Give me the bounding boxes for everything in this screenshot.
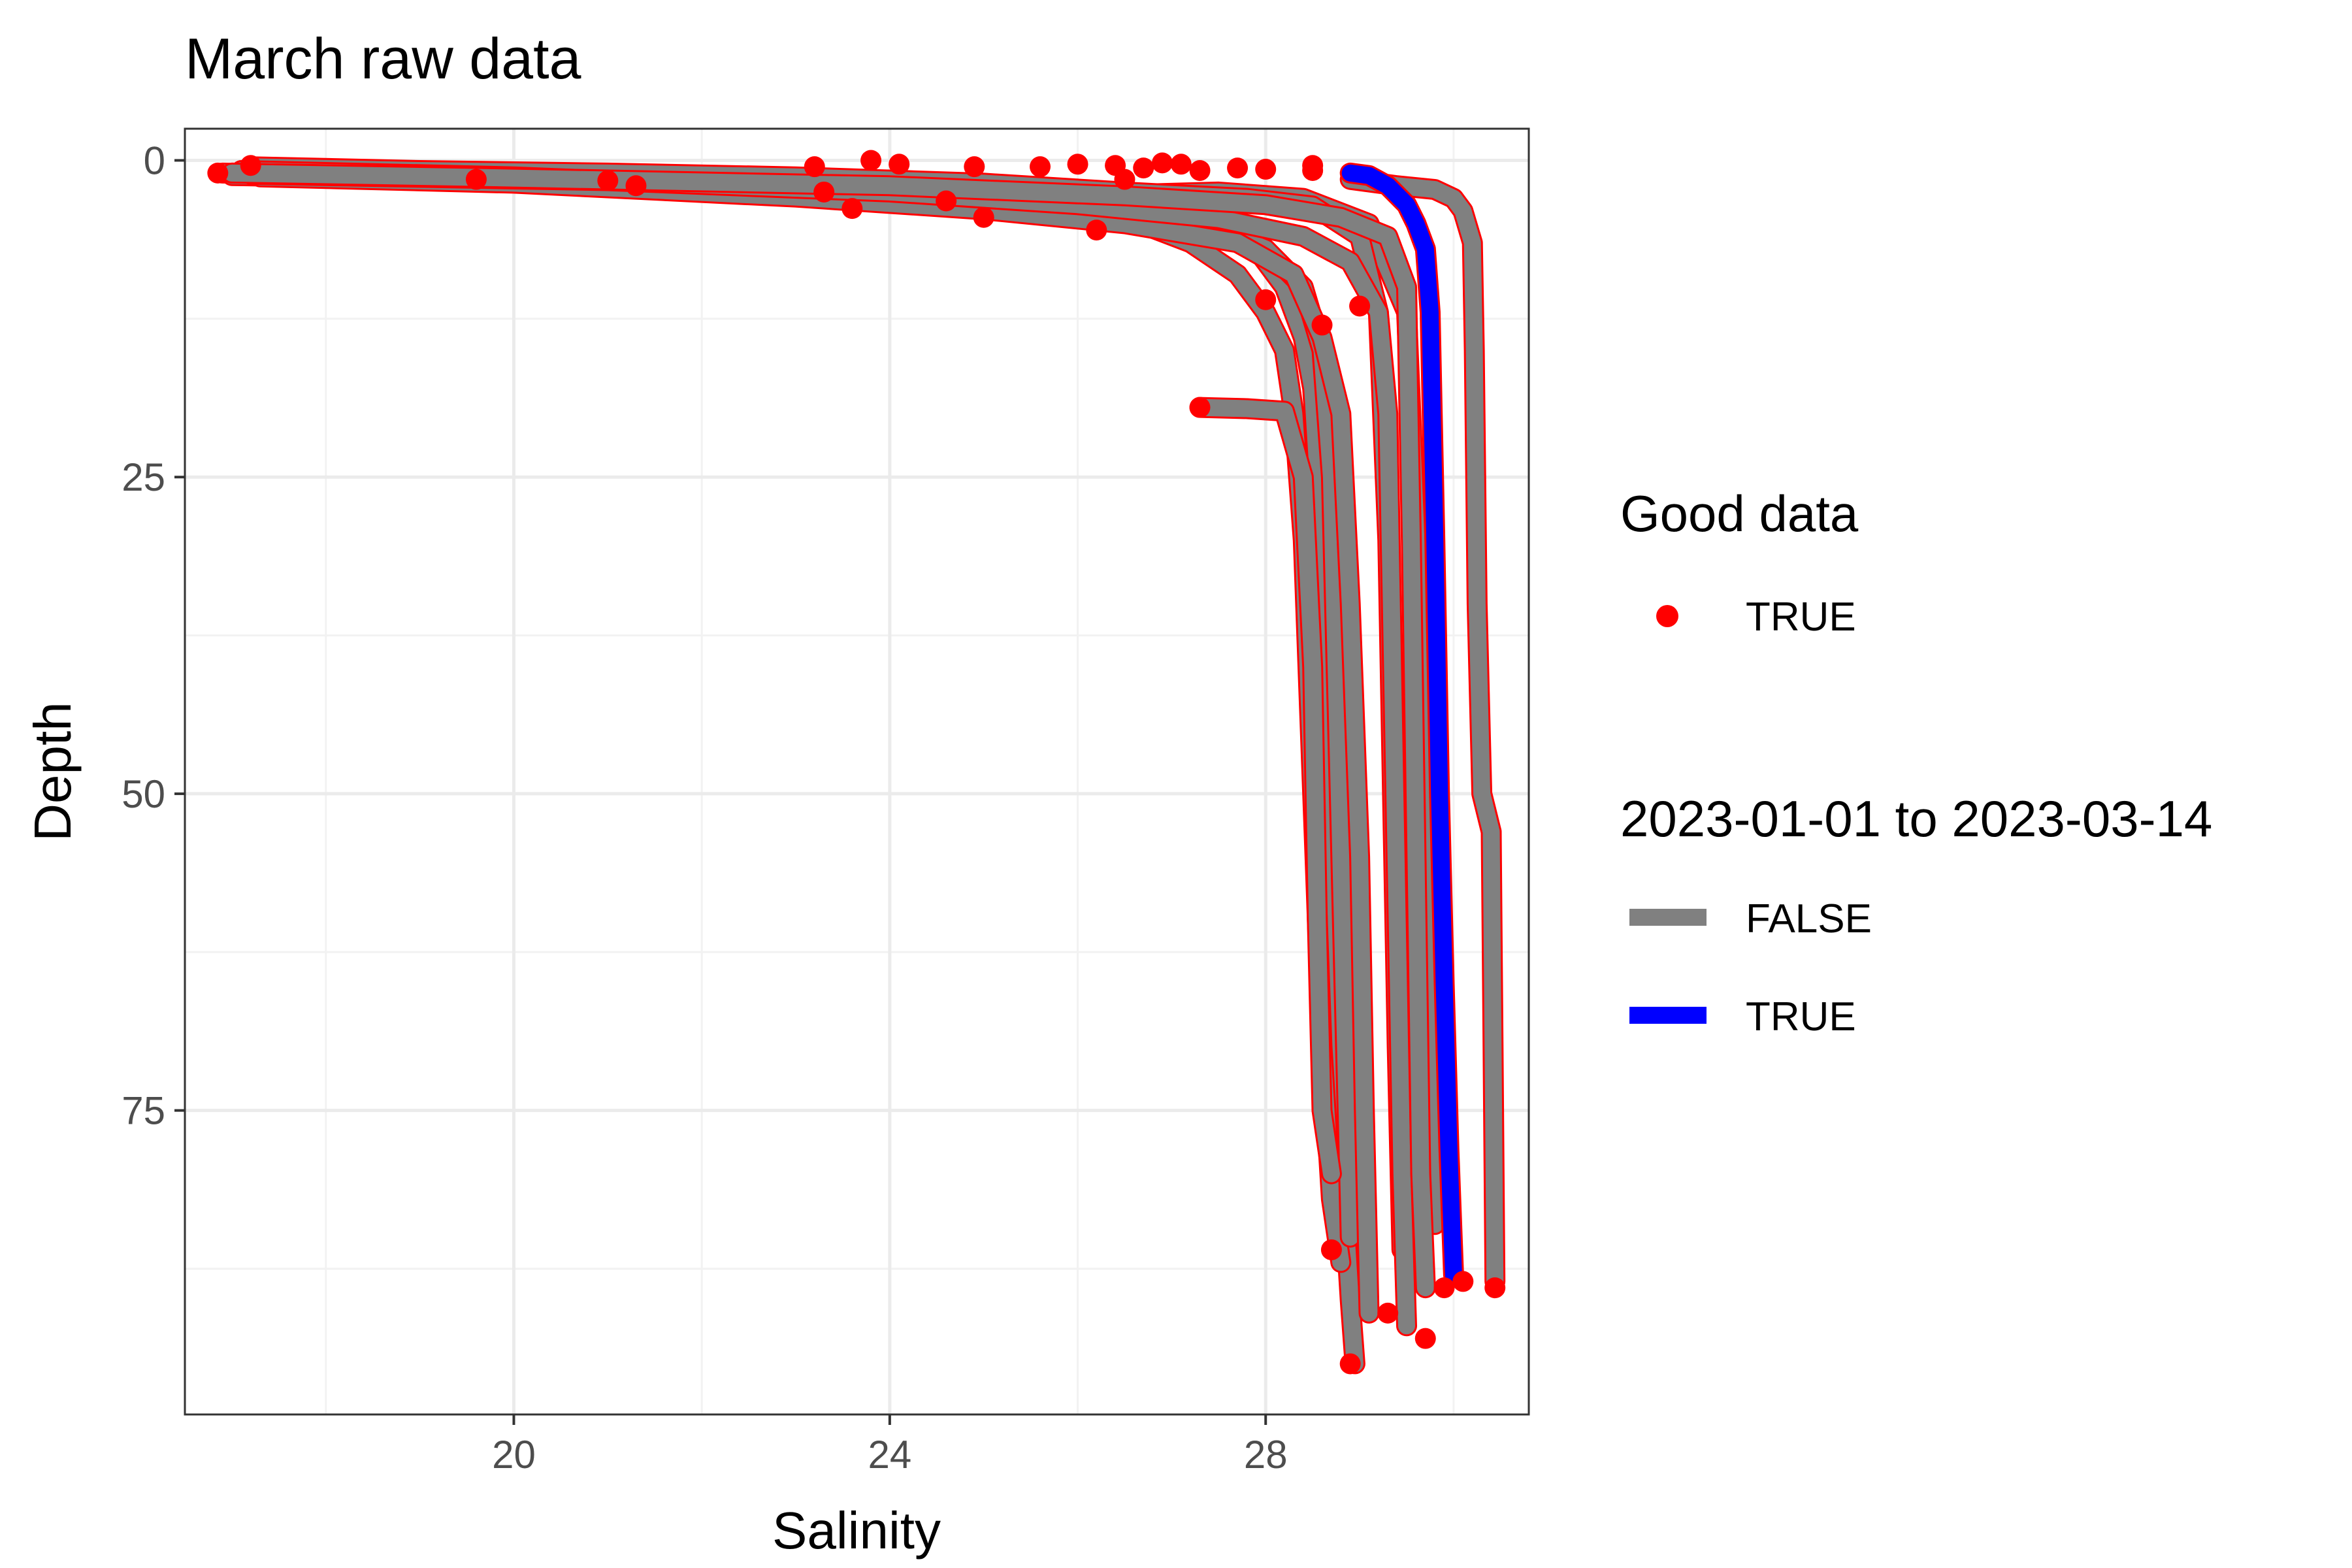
x-tick-label: 24	[868, 1433, 911, 1477]
data-point	[889, 154, 910, 175]
legend-date-range-title: 2023-01-01 to 2023-03-14	[1620, 790, 2212, 847]
plot-border	[184, 127, 1530, 1416]
data-point	[240, 155, 261, 176]
y-tick-label: 25	[122, 455, 165, 499]
series-line-false	[1191, 399, 1340, 1183]
data-point	[1170, 154, 1192, 175]
data-point	[973, 206, 994, 228]
data-point	[465, 169, 487, 190]
data-point	[936, 190, 957, 212]
data-point	[597, 170, 619, 191]
series-line-true	[1341, 164, 1462, 1284]
data-point	[804, 156, 825, 178]
data-point	[1302, 159, 1324, 181]
data-point	[1067, 154, 1088, 175]
y-tick-label: 75	[122, 1089, 165, 1133]
data-point	[1433, 1277, 1455, 1299]
chart-title: March raw data	[185, 26, 581, 91]
x-tick-label: 20	[492, 1433, 536, 1477]
data-point	[1452, 1271, 1474, 1292]
legend-good-data-true-key	[1656, 605, 1678, 627]
legend-good-data-title: Good data	[1620, 485, 1859, 542]
data-point	[1484, 1277, 1506, 1299]
legend-good-data-true-label: TRUE	[1746, 595, 1856, 640]
data-point	[1189, 397, 1211, 418]
x-axis-title: Salinity	[772, 1501, 941, 1560]
data-point	[1339, 1353, 1361, 1375]
data-point	[1311, 314, 1333, 336]
data-point	[1152, 152, 1173, 174]
data-point	[813, 181, 835, 203]
data-point	[860, 150, 882, 171]
series-line-false	[1341, 171, 1504, 1290]
data-point	[1227, 157, 1249, 179]
legend-good-data: Good data TRUE	[1620, 485, 1859, 640]
data-point	[1320, 1239, 1342, 1260]
data-point	[1414, 1328, 1436, 1349]
x-tick-label: 28	[1244, 1433, 1288, 1477]
legend-false-label: FALSE	[1746, 896, 1872, 941]
y-axis-title: Depth	[24, 702, 82, 841]
data-point	[207, 162, 229, 184]
data-point	[841, 198, 863, 220]
data-point	[1086, 220, 1107, 241]
series-layer	[212, 156, 1506, 1375]
data-point	[1030, 156, 1051, 178]
y-tick-label: 0	[144, 139, 165, 182]
y-axis-ticks: 0 25 50 75	[122, 139, 185, 1133]
legend-date-range: 2023-01-01 to 2023-03-14 FALSE TRUE	[1620, 790, 2212, 1039]
data-point	[1255, 159, 1277, 180]
x-axis-ticks: 20 24 28	[492, 1414, 1288, 1477]
y-tick-label: 50	[122, 772, 165, 816]
points-layer	[207, 150, 1506, 1375]
grid-lines	[185, 129, 1529, 1414]
data-point	[1377, 1302, 1399, 1324]
data-point	[625, 175, 647, 197]
data-point	[1189, 159, 1211, 181]
data-point	[1114, 169, 1135, 190]
data-point	[964, 156, 985, 178]
legend-true-label: TRUE	[1746, 994, 1856, 1039]
data-point	[1255, 289, 1277, 310]
data-point	[1349, 295, 1371, 317]
data-point	[1133, 157, 1154, 179]
